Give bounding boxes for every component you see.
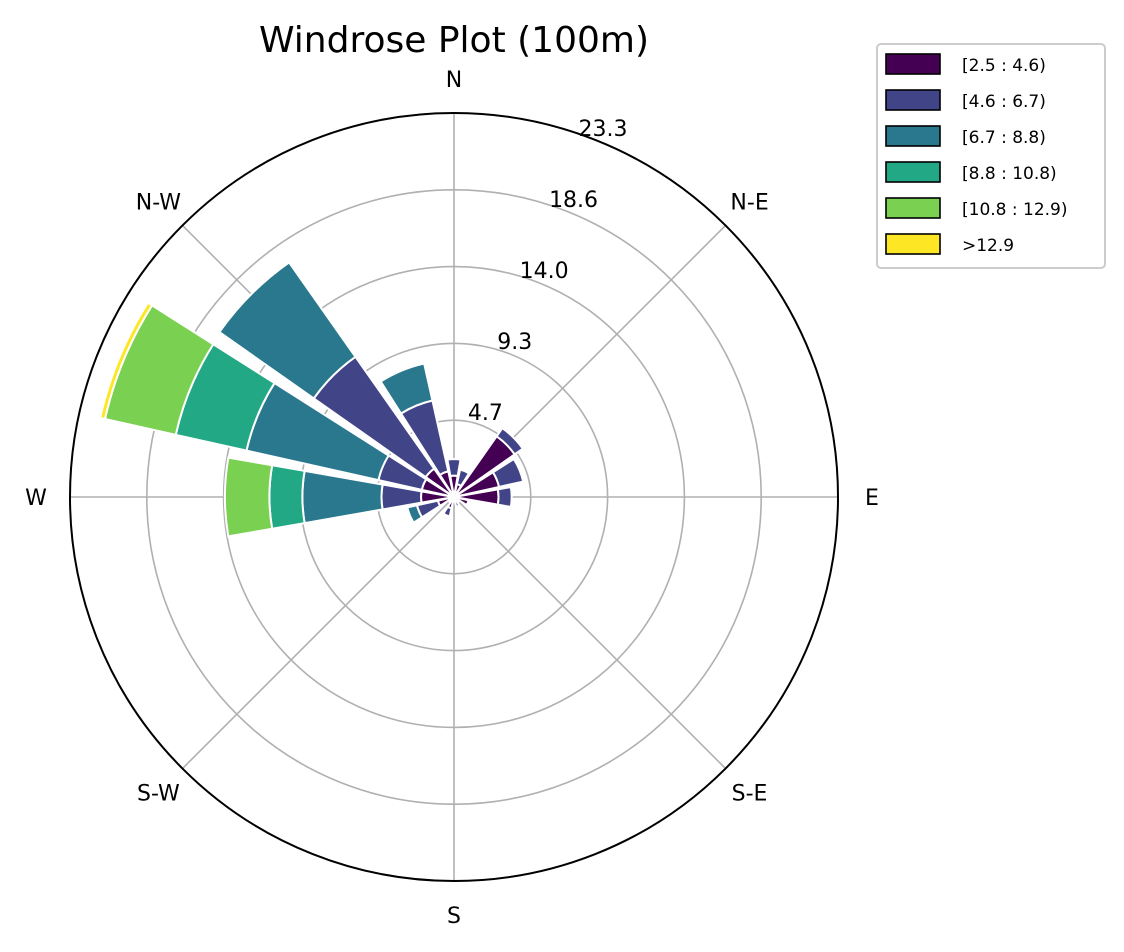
r-tick-label: 23.3	[578, 117, 627, 142]
direction-label-n-e: N-E	[730, 190, 768, 215]
direction-label-n-w: N-W	[136, 190, 182, 215]
legend-swatch	[885, 53, 941, 75]
legend-swatch	[885, 197, 941, 219]
direction-label-s: S	[447, 904, 461, 929]
bar-w-bin-4	[223, 456, 274, 538]
legend: [2.5 : 4.6) [4.6 : 6.7) [6.7 : 8.8) [8.8 : …	[876, 43, 1106, 269]
bar-sse-bin-1	[453, 499, 461, 508]
polar-frame	[69, 112, 839, 882]
radial-tick-labels: 4.7 9.3 14.0 18.6 23.3	[468, 117, 628, 426]
bar-e-bin-1	[496, 485, 513, 509]
bar-ssw-bin-1	[442, 505, 453, 518]
legend-swatch	[885, 233, 941, 255]
chart-title: Windrose Plot (100m)	[259, 20, 649, 61]
legend-swatch	[885, 125, 941, 147]
bar-ne-bin-1	[495, 426, 525, 456]
bar-nnw-bin-2	[379, 362, 434, 415]
r-tick-label: 4.7	[468, 401, 503, 426]
legend-label: [2.5 : 4.6)	[962, 56, 1046, 76]
bar-w-bin-3	[268, 464, 306, 530]
bar-n-bin-1	[446, 458, 462, 478]
direction-label-s-e: S-E	[732, 782, 768, 807]
direction-labels: N N-E E S-E S S-W W N-W	[25, 68, 879, 929]
direction-label-s-w: S-W	[137, 782, 180, 807]
legend-swatch	[885, 89, 941, 111]
legend-label: [4.6 : 6.7)	[962, 92, 1046, 112]
legend-label: [8.8 : 10.8)	[962, 164, 1057, 184]
bar-wsw-bin-2	[406, 504, 424, 524]
legend-label: >12.9	[962, 236, 1014, 256]
legend-label: [10.8 : 12.9)	[962, 200, 1068, 220]
bar-nne-bin-1	[455, 468, 471, 488]
legend-label: [6.7 : 8.8)	[962, 128, 1046, 148]
bar-nw-bin-2	[217, 260, 357, 400]
direction-label-e: E	[865, 486, 879, 511]
direction-label-w: W	[25, 486, 47, 511]
r-tick-label: 9.3	[497, 330, 532, 355]
direction-label-n: N	[446, 68, 462, 93]
r-tick-label: 18.6	[549, 188, 598, 213]
r-tick-label: 14.0	[520, 259, 569, 284]
grid-spoke	[181, 496, 455, 770]
windrose-bars	[98, 260, 525, 538]
legend-swatch	[885, 161, 941, 183]
grid-spoke	[453, 496, 727, 770]
bar-ene-bin-1	[491, 457, 525, 489]
bar-wnw-bin-5	[98, 301, 154, 421]
